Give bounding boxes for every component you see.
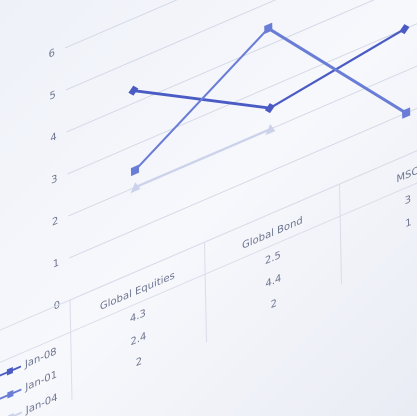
table-line: [0, 150, 417, 367]
table-line: [204, 241, 208, 343]
legend-marker: [7, 412, 14, 416]
grid-line: [64, 0, 417, 49]
series-line: [135, 127, 271, 189]
legend-marker: [7, 389, 14, 399]
data-point: [264, 103, 275, 114]
grid-line: [66, 0, 417, 133]
table-line: [69, 299, 73, 401]
table-value: 1: [405, 216, 412, 230]
grid-line: [65, 0, 417, 91]
table-value: 2: [271, 297, 278, 311]
data-point: [402, 107, 411, 119]
grid-line: [67, 0, 417, 175]
data-point: [128, 85, 139, 96]
table-value: 2: [136, 355, 143, 369]
data-point: [130, 182, 141, 194]
grid-line: [69, 76, 417, 259]
y-tick-label: 5: [49, 89, 56, 103]
data-point: [265, 124, 276, 136]
y-tick-label: 2: [52, 215, 59, 229]
data-point: [264, 22, 273, 35]
legend-swatch: [0, 411, 22, 416]
data-point: [399, 24, 410, 35]
legend-marker: [6, 366, 13, 376]
table-line: [339, 183, 343, 285]
table-value: 3: [405, 193, 412, 207]
table-line: [0, 118, 417, 335]
y-tick-label: 4: [50, 130, 57, 144]
data-point: [130, 164, 140, 177]
y-tick-label: 1: [53, 257, 60, 271]
y-tick-label: 3: [51, 173, 58, 187]
y-tick-label: 6: [48, 47, 55, 61]
